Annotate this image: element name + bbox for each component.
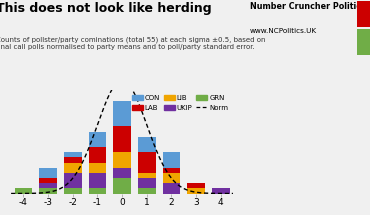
Bar bbox=[138, 137, 156, 152]
Bar bbox=[88, 173, 106, 188]
Bar bbox=[138, 178, 156, 188]
Bar bbox=[64, 152, 82, 157]
Bar bbox=[113, 152, 131, 168]
Text: www.NCPolitics.UK: www.NCPolitics.UK bbox=[250, 28, 317, 34]
Bar bbox=[39, 188, 57, 194]
Bar bbox=[64, 157, 82, 163]
Bar bbox=[39, 183, 57, 188]
Bar bbox=[138, 173, 156, 178]
Bar bbox=[14, 188, 32, 194]
Bar bbox=[88, 188, 106, 194]
Text: Counts of pollster/party cominations (total 55) at each sigma ±0.5, based on
fin: Counts of pollster/party cominations (to… bbox=[0, 37, 266, 50]
Bar bbox=[64, 188, 82, 194]
Bar bbox=[113, 178, 131, 194]
Bar bbox=[64, 163, 82, 173]
Bar bbox=[88, 147, 106, 163]
Bar bbox=[138, 188, 156, 194]
Bar bbox=[113, 101, 131, 126]
Text: Number Cruncher Politics: Number Cruncher Politics bbox=[250, 2, 366, 11]
Legend: CON, LAB, LIB, UKIP, GRN, Norm: CON, LAB, LIB, UKIP, GRN, Norm bbox=[130, 94, 230, 112]
Bar bbox=[113, 126, 131, 152]
Bar bbox=[162, 152, 180, 168]
Bar bbox=[212, 188, 230, 194]
Bar bbox=[162, 173, 180, 183]
Bar bbox=[64, 173, 82, 188]
Bar bbox=[187, 188, 205, 194]
Bar bbox=[39, 168, 57, 178]
Bar bbox=[162, 183, 180, 194]
Bar bbox=[39, 178, 57, 183]
Bar bbox=[187, 183, 205, 188]
Bar bbox=[162, 168, 180, 173]
Bar bbox=[88, 132, 106, 147]
Bar bbox=[113, 168, 131, 178]
Bar bbox=[138, 152, 156, 173]
Text: This does not look like herding: This does not look like herding bbox=[0, 2, 212, 15]
Bar bbox=[88, 163, 106, 173]
